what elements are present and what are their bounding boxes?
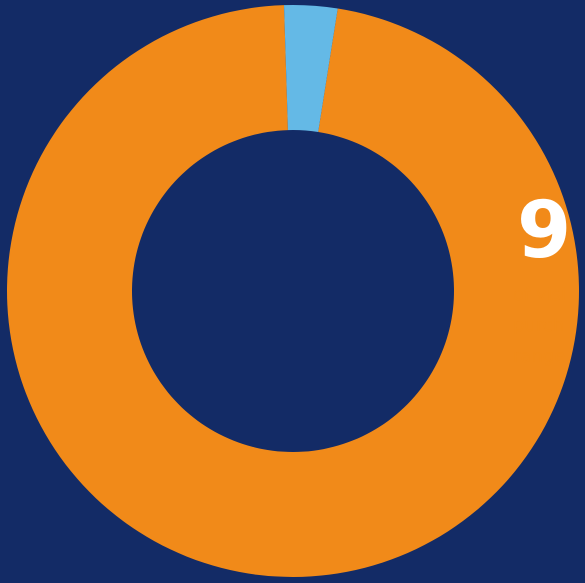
stat-caption-line-2: purch bbox=[513, 315, 565, 336]
stat-percentage: 9 bbox=[517, 186, 572, 276]
stat-caption-line-1: of visi bbox=[513, 284, 567, 305]
stat-caption: of visi purch range bbox=[513, 279, 566, 372]
donut-slice-1 bbox=[7, 5, 580, 577]
donut-slice-2 bbox=[284, 4, 338, 132]
stat-caption-line-3: range bbox=[513, 346, 566, 367]
